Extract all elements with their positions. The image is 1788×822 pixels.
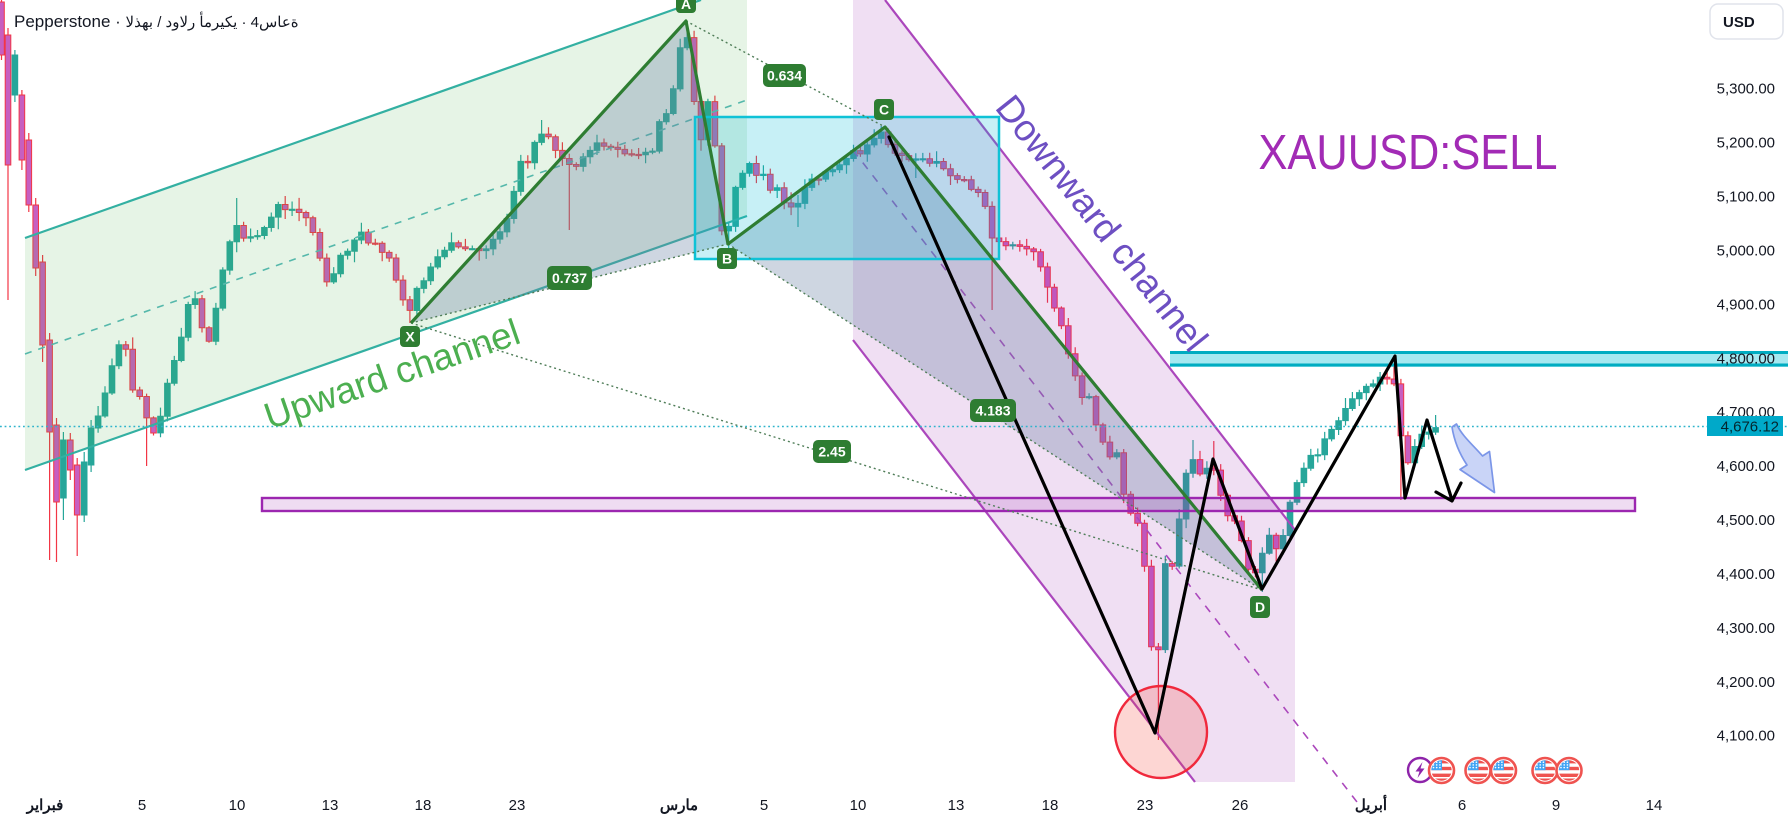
svg-text:USD: USD [1723,14,1755,31]
svg-text:9: 9 [1552,797,1560,814]
svg-text:4,600.00: 4,600.00 [1717,458,1775,475]
svg-text:5,200.00: 5,200.00 [1717,135,1775,152]
svg-text:5: 5 [760,797,768,814]
svg-text:13: 13 [322,797,339,814]
svg-text:مارس: مارس [660,797,698,814]
svg-text:أبريل: أبريل [1355,794,1387,814]
svg-text:X: X [405,329,415,345]
svg-text:23: 23 [509,797,526,814]
svg-text:10: 10 [229,797,246,814]
svg-text:4.183: 4.183 [975,403,1010,419]
svg-text:23: 23 [1137,797,1154,814]
svg-text:Pepperstone · ةعاس4 · يكيرمأ ر: Pepperstone · ةعاس4 · يكيرمأ رلاود / بهذ… [14,12,299,31]
svg-text:4,800.00: 4,800.00 [1717,350,1775,367]
svg-text:5,000.00: 5,000.00 [1717,242,1775,259]
svg-text:5,300.00: 5,300.00 [1717,81,1775,98]
svg-text:فبراير: فبراير [26,797,64,814]
svg-text:C: C [879,102,889,118]
svg-text:13: 13 [948,797,965,814]
svg-text:0.634: 0.634 [767,68,802,84]
svg-text:D: D [1255,599,1265,615]
svg-text:5,100.00: 5,100.00 [1717,189,1775,206]
svg-text:4,200.00: 4,200.00 [1717,674,1775,691]
svg-text:4,100.00: 4,100.00 [1717,728,1775,745]
svg-text:4,900.00: 4,900.00 [1717,296,1775,313]
svg-text:4,400.00: 4,400.00 [1717,566,1775,583]
svg-text:4,500.00: 4,500.00 [1717,512,1775,529]
svg-text:A: A [681,0,691,12]
svg-text:14: 14 [1646,797,1663,814]
svg-text:XAUUSD:SELL: XAUUSD:SELL [1259,126,1558,180]
svg-text:18: 18 [415,797,432,814]
svg-text:B: B [722,251,732,267]
svg-text:0.737: 0.737 [552,270,587,286]
svg-text:18: 18 [1042,797,1059,814]
svg-text:2.45: 2.45 [818,444,845,460]
svg-text:4,676.12: 4,676.12 [1721,419,1779,436]
svg-text:5: 5 [138,797,146,814]
svg-text:4,300.00: 4,300.00 [1717,620,1775,637]
svg-text:10: 10 [850,797,867,814]
svg-text:26: 26 [1232,797,1249,814]
svg-text:6: 6 [1458,797,1466,814]
